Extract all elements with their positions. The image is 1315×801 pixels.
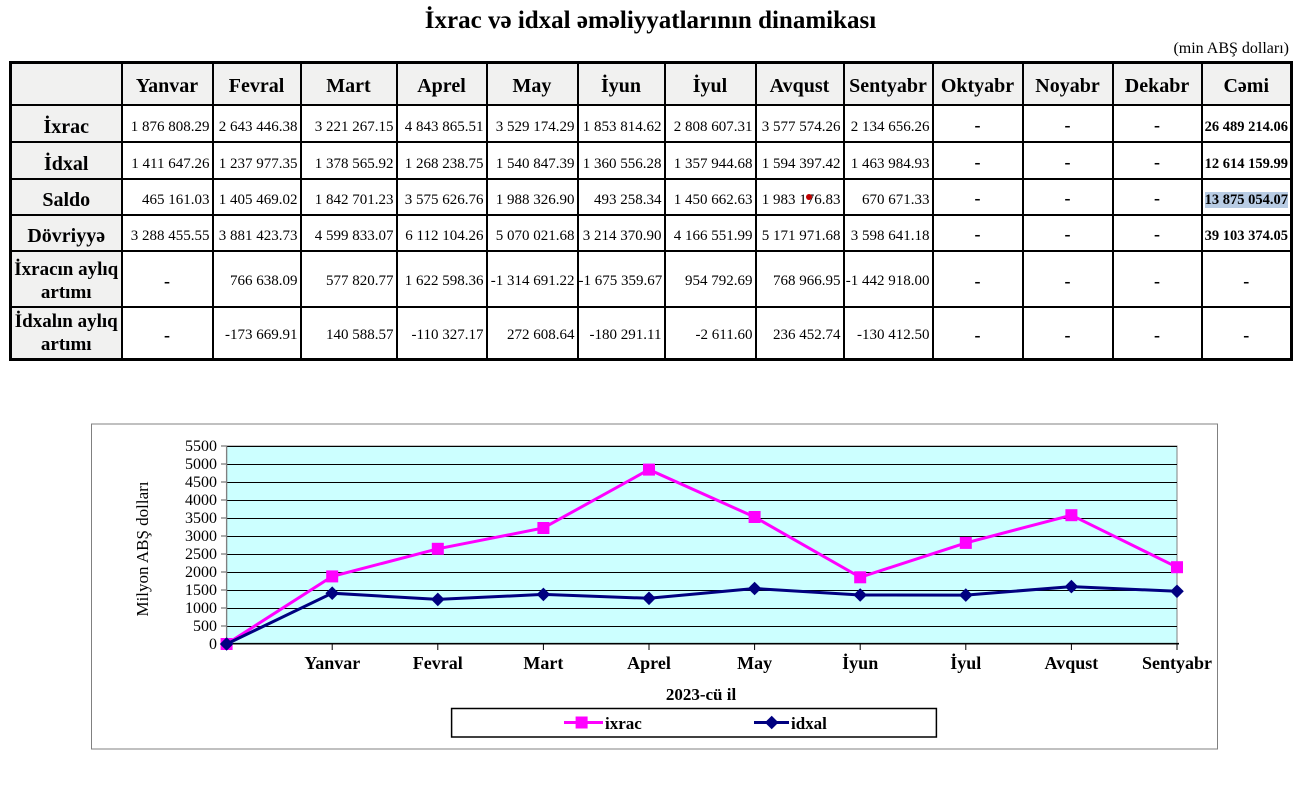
svg-text:Aprel: Aprel	[627, 653, 671, 673]
svg-text:İyul: İyul	[950, 653, 981, 673]
svg-text:Mart: Mart	[523, 653, 563, 673]
svg-text:Yanvar: Yanvar	[304, 653, 360, 673]
svg-text:4500: 4500	[185, 474, 217, 491]
svg-text:May: May	[737, 653, 772, 673]
svg-text:Fevral: Fevral	[413, 653, 463, 673]
svg-text:3500: 3500	[185, 510, 217, 527]
svg-text:4000: 4000	[185, 492, 217, 509]
svg-text:Avqust: Avqust	[1045, 653, 1099, 673]
svg-text:2023-cü il: 2023-cü il	[666, 685, 737, 704]
svg-text:2000: 2000	[185, 564, 217, 581]
svg-text:500: 500	[193, 618, 217, 635]
svg-text:5000: 5000	[185, 456, 217, 473]
svg-text:ixrac: ixrac	[605, 714, 642, 733]
svg-text:2500: 2500	[185, 546, 217, 563]
svg-text:idxal: idxal	[791, 714, 827, 733]
svg-text:0: 0	[209, 636, 217, 653]
svg-text:1000: 1000	[185, 600, 217, 617]
svg-text:3000: 3000	[185, 528, 217, 545]
svg-text:5500: 5500	[185, 438, 217, 455]
svg-text:İyun: İyun	[842, 653, 878, 673]
svg-text:Milyon ABŞ dolları: Milyon ABŞ dolları	[133, 481, 152, 616]
svg-text:Sentyabr: Sentyabr	[1142, 653, 1212, 673]
svg-text:1500: 1500	[185, 582, 217, 599]
